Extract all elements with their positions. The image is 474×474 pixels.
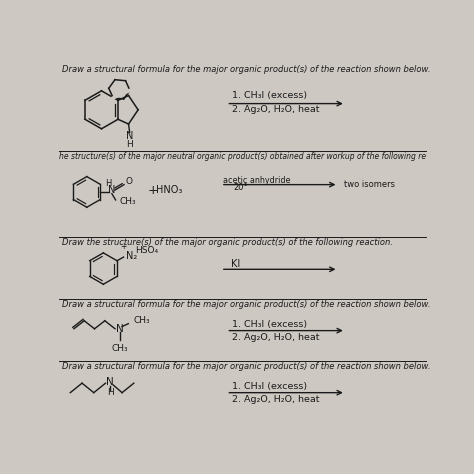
Text: Draw a structural formula for the major organic product(s) of the reaction shown: Draw a structural formula for the major … [62,362,431,371]
Text: acetic anhydride: acetic anhydride [223,176,290,185]
Text: CH₃: CH₃ [134,316,150,325]
Text: 1. CH₃I (excess): 1. CH₃I (excess) [232,319,307,328]
Text: he structure(s) of the major neutral organic product(s) obtained after workup of: he structure(s) of the major neutral org… [59,152,427,161]
Text: HSO₄: HSO₄ [136,246,158,255]
Text: Draw a structural formula for the major organic product(s) of the reaction shown: Draw a structural formula for the major … [62,65,431,74]
Text: +: + [120,241,127,250]
Text: N: N [116,324,124,334]
Text: 20°: 20° [234,183,248,192]
Text: 1. CH₃I (excess): 1. CH₃I (excess) [232,91,307,100]
Text: CH₃: CH₃ [111,344,128,353]
Text: N: N [126,131,133,141]
Text: H: H [107,388,114,397]
Text: CH₃: CH₃ [120,197,137,206]
Text: 2. Ag₂O, H₂O, heat: 2. Ag₂O, H₂O, heat [232,333,319,342]
Text: Draw the structure(s) of the major organic product(s) of the following reaction.: Draw the structure(s) of the major organ… [62,238,393,247]
Text: ⁻: ⁻ [147,244,152,253]
Text: O: O [126,177,133,186]
Text: KI: KI [231,259,240,269]
Text: 1. CH₃I (excess): 1. CH₃I (excess) [232,382,307,391]
Text: N: N [107,377,114,387]
Text: N₂: N₂ [126,251,137,261]
Text: H: H [105,179,111,188]
Text: HNO₃: HNO₃ [156,185,182,195]
Text: +: + [147,183,158,197]
Text: Draw a structural formula for the major organic product(s) of the reaction shown: Draw a structural formula for the major … [62,300,431,309]
Text: two isomers: two isomers [344,180,395,189]
Text: N: N [108,185,116,195]
Text: 2. Ag₂O, H₂O, heat: 2. Ag₂O, H₂O, heat [232,395,319,404]
Text: H: H [126,140,133,149]
Text: 2. Ag₂O, H₂O, heat: 2. Ag₂O, H₂O, heat [232,105,319,114]
